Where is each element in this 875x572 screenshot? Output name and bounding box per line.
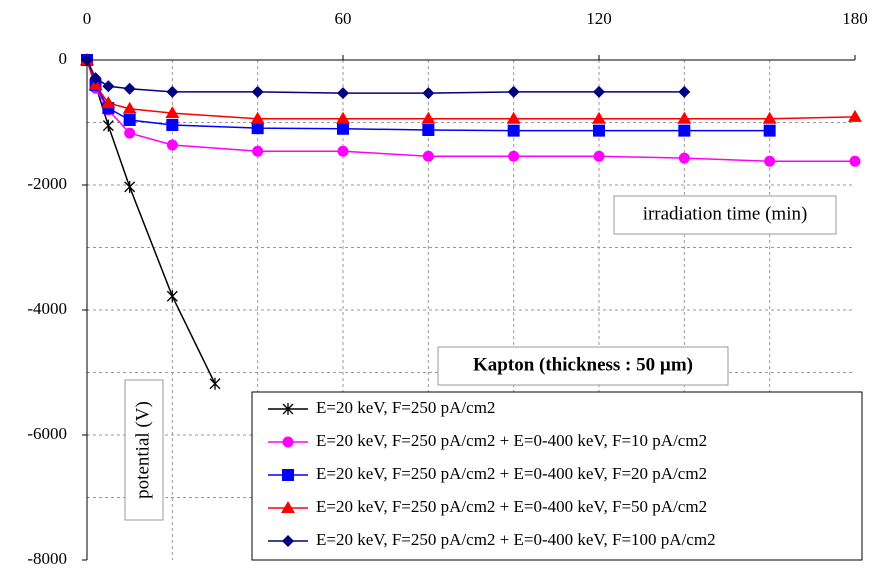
marker — [506, 111, 521, 124]
x-tick-label: 60 — [335, 9, 352, 28]
marker — [166, 85, 179, 98]
marker — [122, 101, 137, 114]
legend-label: E=20 keV, F=250 pA/cm2 — [316, 398, 495, 417]
marker — [89, 72, 102, 85]
marker — [848, 109, 862, 122]
y-tick-label: -2000 — [27, 174, 67, 193]
marker — [421, 111, 436, 124]
marker — [166, 119, 179, 131]
annotation: Kapton (thickness : 50 µm) — [473, 354, 693, 375]
y-tick-label: -4000 — [27, 299, 67, 318]
series-line — [86, 59, 855, 162]
annotation-box — [437, 346, 729, 386]
legend-label: E=20 keV, F=250 pA/cm2 + E=0-400 keV, F=… — [316, 464, 707, 483]
marker — [251, 85, 264, 98]
marker — [764, 155, 776, 167]
marker — [763, 124, 776, 137]
marker — [124, 127, 136, 139]
marker — [166, 139, 178, 151]
marker — [422, 124, 435, 136]
series-line — [86, 59, 856, 120]
marker — [593, 85, 605, 98]
marker — [592, 111, 606, 124]
x-tick-label: 180 — [842, 9, 868, 28]
marker — [251, 122, 264, 135]
marker — [282, 436, 294, 448]
marker — [336, 111, 350, 124]
marker — [762, 111, 777, 124]
marker — [507, 124, 520, 137]
marker — [678, 124, 691, 137]
marker — [102, 119, 114, 132]
series-line — [86, 59, 685, 94]
marker — [252, 145, 264, 157]
marker — [123, 82, 136, 95]
marker — [101, 96, 116, 109]
marker — [337, 87, 349, 100]
marker — [123, 114, 136, 126]
x-tick-label: 0 — [83, 9, 92, 28]
y-label-box — [124, 379, 164, 521]
x-label: irradiation time (min) — [643, 203, 808, 224]
marker — [507, 85, 520, 98]
marker — [678, 85, 691, 98]
marker — [282, 535, 294, 547]
legend-box — [251, 391, 863, 561]
y-tick-label: -6000 — [27, 424, 67, 443]
marker — [281, 501, 295, 513]
marker — [282, 469, 294, 481]
marker — [422, 150, 434, 162]
marker — [124, 180, 136, 193]
y-tick-label: 0 — [59, 49, 68, 68]
marker — [849, 155, 861, 167]
y-label: potential (V) — [132, 401, 153, 499]
marker — [166, 290, 178, 303]
marker — [593, 124, 605, 137]
marker — [250, 111, 265, 124]
y-tick-label: -8000 — [27, 549, 67, 567]
legend-label: E=20 keV, F=250 pA/cm2 + E=0-400 keV, F=… — [316, 530, 716, 549]
marker — [337, 145, 349, 157]
x-label-box — [613, 195, 837, 235]
marker — [165, 106, 180, 119]
marker — [102, 80, 115, 93]
marker — [81, 54, 93, 66]
legend-label: E=20 keV, F=250 pA/cm2 + E=0-400 keV, F=… — [316, 431, 707, 450]
marker — [593, 150, 605, 162]
marker — [678, 152, 690, 164]
marker — [508, 150, 520, 162]
x-tick-label: 120 — [586, 9, 612, 28]
marker — [337, 122, 349, 135]
marker — [422, 87, 435, 100]
legend-label: E=20 keV, F=250 pA/cm2 + E=0-400 keV, F=… — [316, 497, 707, 516]
marker — [677, 111, 692, 124]
marker — [282, 403, 294, 415]
marker — [209, 377, 221, 390]
